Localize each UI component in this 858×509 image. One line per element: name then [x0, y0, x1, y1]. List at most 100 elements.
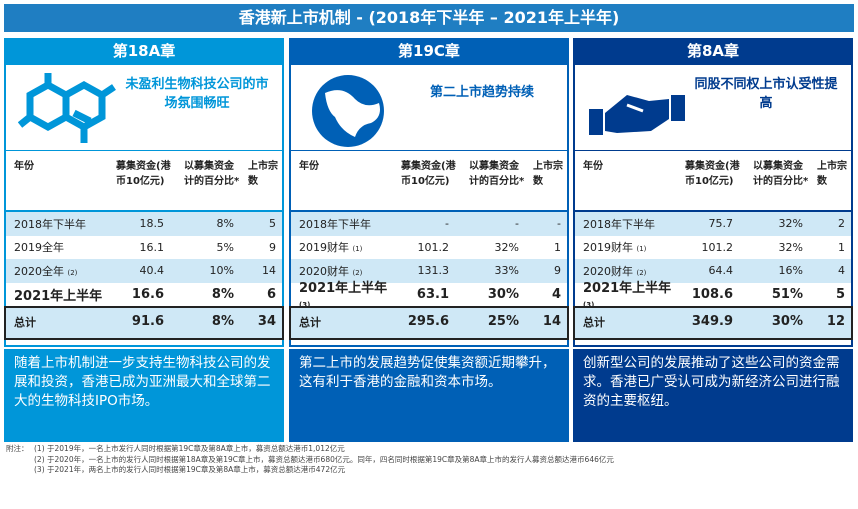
pct-cell: 32% [494, 240, 519, 254]
header-funds: 募集资金(港币10亿元) [401, 161, 456, 187]
footnote: (3) 于2021年，两名上市的发行人同时根据第19C章及第8A章上市，募资总额… [34, 465, 346, 474]
funds-cell: 108.6 [691, 286, 733, 302]
total-label: 总计 [299, 316, 321, 329]
total-count: 12 [826, 314, 845, 329]
table-row: 2020财年 (2) 64.4 16% 4 [575, 259, 851, 283]
pct-cell: 16% [778, 264, 803, 278]
total-pct: 30% [771, 314, 803, 329]
pct-cell: 30% [487, 286, 519, 302]
count-cell: 5 [269, 217, 276, 231]
funds-cell: 18.5 [139, 217, 165, 231]
globe-icon [312, 75, 384, 147]
funds-cell: 101.2 [701, 240, 734, 254]
molecule-icon [17, 73, 116, 143]
summary-text: 随着上市机制进一步支持生物科技公司的发展和投资，香港已成为亚洲最大和全球第二大的… [4, 349, 284, 442]
table-header: 年份 募集资金(港币10亿元) 以募集资金计的百分比* 上市宗数 [291, 150, 567, 212]
count-cell: 4 [838, 264, 845, 278]
tagline: 第二上市趋势持续 [429, 85, 534, 100]
total-label: 总计 [583, 316, 605, 329]
header-count: 上市宗数 [248, 161, 278, 187]
header-funds: 募集资金(港币10亿元) [685, 161, 740, 187]
table-row: 2021年上半年 (3) 63.1 30% 4 [291, 281, 567, 309]
header-count: 上市宗数 [533, 161, 563, 187]
pct-cell: 5% [216, 240, 234, 254]
count-cell: 9 [554, 264, 561, 278]
notes-label: 附注： [6, 444, 29, 453]
header-pct: 以募集资金计的百分比* [184, 161, 240, 187]
footnotes: 附注： (1) 于2019年，一名上市发行人同时根据第19C章及第8A章上市，募资… [6, 444, 614, 476]
table-row: 2018年下半年 75.7 32% 2 [575, 212, 851, 236]
chapter-panel: 第19C章 第二上市趋势持续 年份 募集资金(港币10亿元) 以募集资金计的百分比*… [289, 38, 569, 442]
handshake-icon [589, 95, 685, 135]
header-count: 上市宗数 [817, 161, 847, 187]
chapter-title: 第18A章 [4, 38, 284, 65]
funds-cell: 40.4 [139, 264, 165, 278]
table-row: 2020全年 (2) 40.4 10% 14 [6, 259, 282, 283]
pct-cell: 32% [778, 240, 803, 254]
total-row: 总计 349.9 30% 12 [573, 306, 853, 340]
year-cell: 2019全年 [14, 241, 64, 255]
footnote: (1) 于2019年，一名上市发行人同时根据第19C章及第8A章上市，募资总额达… [34, 444, 345, 453]
year-cell: 2019财年 (1) [299, 241, 363, 255]
year-cell: 2021年上半年 (3) [583, 281, 672, 310]
year-cell: 2021年上半年 [14, 288, 103, 304]
header-year: 年份 [299, 161, 319, 172]
pct-cell: 8% [216, 217, 234, 231]
chapter-panel: 第18A章 未盈利生物科技公司的市场氛围畅旺 年份 募集资金(港币10亿元) 以募集… [4, 38, 284, 442]
total-pct: 8% [211, 314, 234, 329]
total-count: 34 [257, 314, 276, 329]
pct-cell: 32% [778, 217, 803, 231]
chapter-panel: 第8A章 同股不同权上市认受性提高 年份 募集资金(港币10亿元) 以募集资金计的百… [573, 38, 853, 442]
count-cell: 6 [266, 286, 276, 302]
tagline: 未盈利生物科技公司的市场氛围畅旺 [125, 77, 269, 111]
summary-text: 创新型公司的发展推动了这些公司的资金需求。香港已广受认可成为新经济公司进行融资的… [573, 349, 853, 442]
table-row: 2020财年 (2) 131.3 33% 9 [291, 259, 567, 283]
total-label: 总计 [14, 316, 36, 329]
year-cell: 2019财年 (1) [583, 241, 647, 255]
count-cell: 1 [554, 240, 561, 254]
count-cell: 9 [269, 240, 276, 254]
table-header: 年份 募集资金(港币10亿元) 以募集资金计的百分比* 上市宗数 [6, 150, 282, 212]
chapter-title: 第8A章 [573, 38, 853, 65]
chapter-title: 第19C章 [289, 38, 569, 65]
year-cell: 2018年下半年 [299, 217, 371, 231]
count-cell: 4 [551, 286, 561, 302]
funds-cell: 131.3 [417, 264, 450, 278]
table-row: 2019财年 (1) 101.2 32% 1 [291, 236, 567, 260]
pct-cell: 33% [494, 264, 519, 278]
pct-cell: 51% [771, 286, 803, 302]
table-row: 2021年上半年 16.6 8% 6 [6, 283, 282, 307]
count-cell: 5 [835, 286, 845, 302]
page-title: 香港新上市机制 - (2018年下半年 – 2021年上半年) [4, 4, 854, 32]
total-pct: 25% [487, 314, 519, 329]
count-cell: - [557, 217, 561, 231]
year-cell: 2020全年 (2) [14, 264, 78, 278]
pct-cell: 8% [211, 286, 234, 302]
funds-cell: 101.2 [417, 240, 450, 254]
funds-cell: 16.6 [131, 286, 164, 302]
funds-cell: - [445, 217, 449, 231]
header-year: 年份 [583, 161, 603, 172]
total-count: 14 [542, 314, 561, 329]
header-pct: 以募集资金计的百分比* [753, 161, 809, 187]
table-header: 年份 募集资金(港币10亿元) 以募集资金计的百分比* 上市宗数 [575, 150, 851, 212]
year-cell: 2018年下半年 [583, 217, 655, 231]
table-row: 2018年下半年 18.5 8% 5 [6, 212, 282, 236]
year-cell: 2021年上半年 (3) [299, 281, 388, 310]
count-cell: 1 [838, 240, 845, 254]
table-row: 2021年上半年 (3) 108.6 51% 5 [575, 281, 851, 309]
count-cell: 14 [262, 264, 276, 278]
funds-cell: 16.1 [139, 240, 165, 254]
header-year: 年份 [14, 161, 34, 172]
total-funds: 295.6 [407, 314, 449, 329]
tagline: 同股不同权上市认受性提高 [694, 77, 838, 111]
year-cell: 2020财年 (2) [583, 264, 647, 278]
count-cell: 2 [838, 217, 845, 231]
pct-cell: 10% [209, 264, 234, 278]
pct-cell: - [515, 217, 519, 231]
header-funds: 募集资金(港币10亿元) [116, 161, 171, 187]
total-row: 总计 295.6 25% 14 [289, 306, 569, 340]
year-cell: 2018年下半年 [14, 217, 86, 231]
funds-cell: 75.7 [708, 217, 734, 231]
summary-text: 第二上市的发展趋势促使集资额近期攀升，这有利于香港的金融和资本市场。 [289, 349, 569, 442]
